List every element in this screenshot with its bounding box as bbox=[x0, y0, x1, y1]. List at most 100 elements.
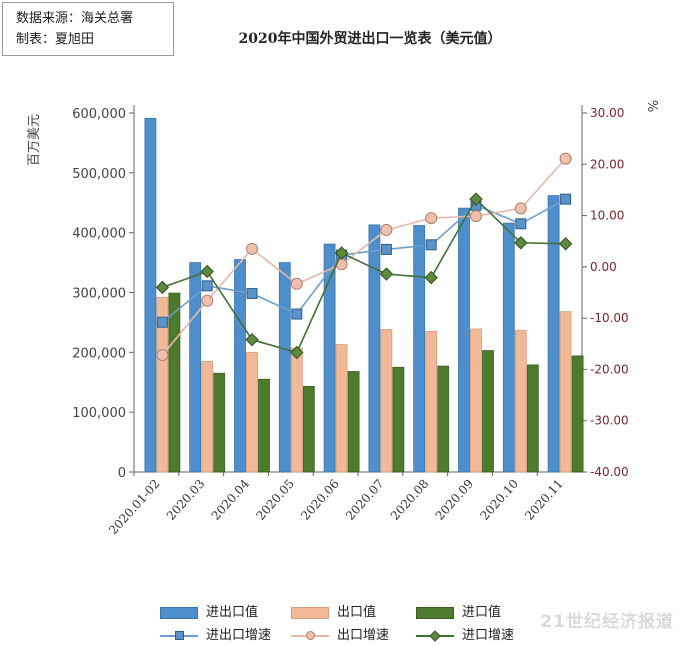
y-tick-label-left: 500,000 bbox=[72, 167, 126, 182]
bar-import bbox=[258, 378, 270, 473]
legend-label: 进口增速 bbox=[462, 628, 515, 643]
square-marker bbox=[380, 243, 392, 255]
chart-title: 2020年中国外贸进出口一览表（美元值） bbox=[238, 31, 502, 47]
bar-trade bbox=[189, 262, 202, 473]
bar-trade bbox=[278, 262, 291, 473]
x-tick-label: 2020.09 bbox=[433, 477, 477, 523]
y-tick-label-right: 10.00 bbox=[590, 209, 624, 223]
diamond-marker bbox=[155, 280, 170, 295]
bar-trade bbox=[413, 225, 426, 473]
y-tick-label-left: 100,000 bbox=[72, 406, 126, 421]
diamond-marker bbox=[469, 192, 483, 206]
diamond-marker bbox=[245, 332, 259, 347]
y-axis-right-label: % bbox=[647, 100, 662, 112]
bar-export bbox=[201, 360, 214, 473]
circle-marker bbox=[246, 242, 258, 255]
diamond-marker bbox=[200, 264, 214, 279]
y-tick-label-right: -10.00 bbox=[590, 311, 629, 325]
circle-marker bbox=[425, 212, 438, 225]
square-marker bbox=[201, 280, 213, 292]
series-line bbox=[161, 158, 567, 356]
bar-trade bbox=[144, 117, 157, 473]
x-tick-label: 2020.08 bbox=[388, 477, 432, 523]
bar-trade bbox=[368, 224, 381, 473]
y-tick-label-right: -30.00 bbox=[590, 414, 629, 428]
x-tick-label: 2020.03 bbox=[164, 477, 208, 523]
series-line bbox=[162, 197, 566, 354]
square-marker bbox=[291, 308, 303, 320]
legend-label: 进出口增速 bbox=[206, 628, 272, 643]
bar-export bbox=[380, 329, 393, 473]
circle-marker bbox=[559, 152, 572, 165]
legend-label: 进口值 bbox=[462, 605, 502, 620]
diamond-marker bbox=[514, 236, 528, 250]
y-tick-label-right: -40.00 bbox=[590, 465, 629, 479]
y-tick-label-left: 300,000 bbox=[72, 287, 126, 302]
x-tick-label: 2020.10 bbox=[477, 477, 521, 523]
circle-marker bbox=[514, 202, 527, 215]
bar-import bbox=[437, 365, 450, 473]
bar-import bbox=[392, 366, 405, 473]
data-source-text: 数据来源：海关总署 bbox=[16, 11, 134, 26]
legend-label: 进出口值 bbox=[206, 605, 259, 620]
y-tick-label-left: 0 bbox=[118, 466, 126, 481]
bar-import bbox=[482, 350, 494, 473]
legend-label: 出口增速 bbox=[337, 628, 390, 643]
diamond-marker bbox=[424, 270, 438, 285]
x-tick-label: 2020.11 bbox=[522, 477, 566, 523]
y-tick-label-left: 400,000 bbox=[72, 227, 126, 242]
y-tick-label-right: -20.00 bbox=[590, 362, 629, 376]
square-marker bbox=[246, 288, 258, 300]
bar-import bbox=[526, 364, 539, 473]
bar-trade bbox=[234, 259, 246, 473]
bar-import bbox=[347, 371, 360, 473]
bar-trade bbox=[323, 243, 336, 473]
chart-legend: 进出口值 出口值 进口值 进出口增速 出口增速 进口增速 bbox=[160, 604, 560, 646]
circle-marker bbox=[290, 277, 303, 290]
y-axis-left-label: 百万美元 bbox=[27, 114, 42, 166]
circle-marker-icon bbox=[306, 631, 315, 640]
bar-export bbox=[156, 296, 169, 473]
x-tick-label: 2020.01-02 bbox=[106, 477, 163, 538]
square-marker bbox=[560, 193, 572, 205]
bar-export bbox=[559, 311, 572, 473]
x-tick-label: 2020.04 bbox=[209, 476, 253, 523]
square-marker bbox=[156, 316, 168, 328]
bar-trade bbox=[502, 222, 515, 473]
y-tick-label-right: 20.00 bbox=[590, 157, 624, 171]
diamond-marker-icon bbox=[429, 630, 441, 642]
series-line bbox=[161, 198, 566, 323]
bar-trade bbox=[547, 195, 560, 473]
bar-trade bbox=[458, 207, 470, 473]
bar-import bbox=[302, 386, 315, 473]
y-tick-label-left: 200,000 bbox=[72, 346, 126, 361]
square-marker-icon bbox=[175, 631, 184, 640]
x-tick-label: 2020.06 bbox=[298, 477, 342, 523]
bar-import bbox=[571, 355, 584, 473]
diamond-marker bbox=[558, 237, 573, 251]
bar-import bbox=[213, 372, 226, 473]
watermark: 21世纪经济报道 bbox=[540, 612, 674, 632]
bar-export bbox=[470, 328, 482, 473]
legend-swatch bbox=[160, 607, 198, 619]
circle-marker bbox=[156, 349, 169, 362]
bar-export bbox=[425, 330, 438, 473]
diamond-marker bbox=[334, 246, 349, 260]
author-text: 制表：夏旭田 bbox=[16, 32, 95, 47]
x-tick-label: 2020.07 bbox=[343, 477, 387, 523]
legend-swatch bbox=[291, 607, 329, 619]
legend-label: 出口值 bbox=[337, 605, 377, 620]
square-marker bbox=[425, 239, 437, 251]
bar-import bbox=[168, 292, 181, 473]
bar-export bbox=[290, 347, 303, 473]
diamond-marker bbox=[290, 345, 304, 360]
legend-swatch bbox=[416, 607, 454, 619]
square-marker bbox=[515, 218, 527, 230]
y-tick-label-left: 600,000 bbox=[72, 107, 126, 122]
y-tick-label-right: 0.00 bbox=[590, 260, 617, 274]
bar-export bbox=[514, 329, 527, 473]
x-tick-label: 2020.05 bbox=[253, 477, 297, 523]
circle-marker bbox=[470, 210, 482, 223]
circle-marker bbox=[201, 294, 214, 307]
